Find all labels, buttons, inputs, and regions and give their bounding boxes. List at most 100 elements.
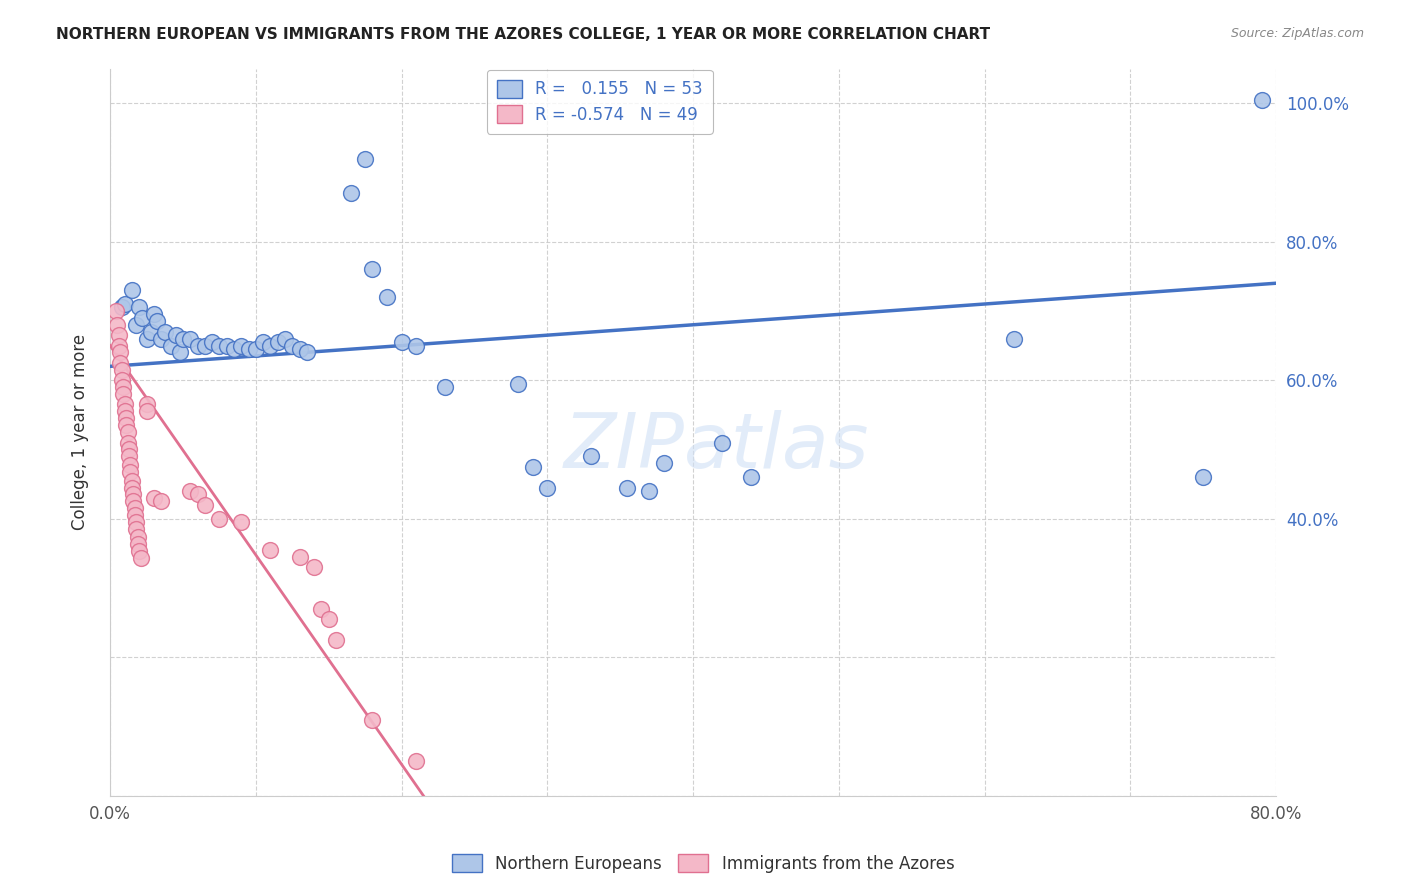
Point bbox=[169, 345, 191, 359]
Point bbox=[434, 380, 457, 394]
Point bbox=[711, 435, 734, 450]
Point bbox=[115, 418, 138, 433]
Legend: R =   0.155   N = 53, R = -0.574   N = 49: R = 0.155 N = 53, R = -0.574 N = 49 bbox=[486, 70, 713, 134]
Point bbox=[522, 459, 544, 474]
Point bbox=[105, 318, 128, 332]
Point bbox=[231, 338, 253, 352]
Point bbox=[208, 338, 231, 352]
Point bbox=[112, 387, 135, 401]
Point bbox=[125, 515, 148, 529]
Point bbox=[117, 425, 139, 439]
Point bbox=[124, 508, 146, 523]
Point bbox=[127, 530, 149, 544]
Point bbox=[145, 314, 167, 328]
Point bbox=[405, 338, 427, 352]
Point bbox=[281, 338, 304, 352]
Point bbox=[405, 754, 427, 768]
Point bbox=[135, 404, 157, 418]
Point bbox=[150, 494, 173, 508]
Point bbox=[128, 543, 150, 558]
Point bbox=[172, 332, 194, 346]
Point bbox=[375, 290, 398, 304]
Point bbox=[179, 483, 201, 498]
Point bbox=[288, 549, 311, 564]
Point bbox=[267, 335, 290, 350]
Point bbox=[135, 332, 157, 346]
Point bbox=[165, 328, 187, 343]
Point bbox=[124, 501, 146, 516]
Point bbox=[125, 318, 148, 332]
Point bbox=[259, 338, 281, 352]
Point bbox=[127, 536, 149, 550]
Point bbox=[194, 338, 217, 352]
Point bbox=[201, 335, 224, 350]
Point bbox=[120, 458, 142, 472]
Point bbox=[238, 342, 260, 356]
Point bbox=[274, 332, 297, 346]
Point bbox=[115, 411, 138, 425]
Point bbox=[122, 487, 145, 501]
Point bbox=[110, 356, 132, 370]
Point bbox=[295, 345, 318, 359]
Point bbox=[135, 397, 157, 411]
Point bbox=[245, 342, 267, 356]
Point bbox=[186, 487, 208, 501]
Point bbox=[179, 332, 201, 346]
Point bbox=[302, 560, 325, 574]
Point bbox=[288, 342, 311, 356]
Point bbox=[121, 474, 143, 488]
Point bbox=[114, 297, 136, 311]
Point bbox=[114, 404, 136, 418]
Point bbox=[391, 335, 413, 350]
Point bbox=[155, 325, 177, 339]
Point bbox=[125, 522, 148, 536]
Point bbox=[252, 335, 274, 350]
Point bbox=[139, 325, 162, 339]
Point bbox=[1002, 332, 1025, 346]
Point bbox=[110, 345, 132, 359]
Point bbox=[318, 612, 340, 626]
Text: Source: ZipAtlas.com: Source: ZipAtlas.com bbox=[1230, 27, 1364, 40]
Point bbox=[194, 498, 217, 512]
Point bbox=[122, 494, 145, 508]
Point bbox=[128, 301, 150, 315]
Point bbox=[150, 332, 173, 346]
Point bbox=[111, 373, 134, 387]
Point bbox=[222, 342, 245, 356]
Point bbox=[208, 512, 231, 526]
Point bbox=[142, 307, 165, 321]
Point bbox=[579, 450, 602, 464]
Point bbox=[131, 310, 153, 325]
Point bbox=[354, 152, 377, 166]
Point bbox=[652, 456, 675, 470]
Point bbox=[508, 376, 530, 391]
Point bbox=[339, 186, 361, 201]
Point bbox=[111, 301, 134, 315]
Point bbox=[112, 380, 135, 394]
Text: ZIPatlas: ZIPatlas bbox=[564, 409, 869, 483]
Point bbox=[186, 338, 208, 352]
Point bbox=[638, 483, 661, 498]
Point bbox=[118, 450, 141, 464]
Point bbox=[142, 491, 165, 505]
Point bbox=[1192, 470, 1215, 484]
Point bbox=[259, 542, 281, 557]
Point bbox=[104, 304, 127, 318]
Point bbox=[1250, 93, 1272, 107]
Point bbox=[121, 481, 143, 495]
Point bbox=[616, 481, 638, 495]
Point bbox=[325, 632, 347, 647]
Y-axis label: College, 1 year or more: College, 1 year or more bbox=[72, 334, 89, 530]
Point bbox=[120, 465, 142, 479]
Point bbox=[740, 470, 762, 484]
Text: NORTHERN EUROPEAN VS IMMIGRANTS FROM THE AZORES COLLEGE, 1 YEAR OR MORE CORRELAT: NORTHERN EUROPEAN VS IMMIGRANTS FROM THE… bbox=[56, 27, 990, 42]
Point bbox=[361, 713, 384, 727]
Point bbox=[311, 601, 333, 615]
Point bbox=[536, 481, 558, 495]
Legend: Northern Europeans, Immigrants from the Azores: Northern Europeans, Immigrants from the … bbox=[444, 847, 962, 880]
Point bbox=[121, 283, 143, 297]
Point bbox=[160, 338, 183, 352]
Point bbox=[231, 515, 253, 529]
Point bbox=[108, 338, 131, 352]
Point bbox=[108, 328, 131, 343]
